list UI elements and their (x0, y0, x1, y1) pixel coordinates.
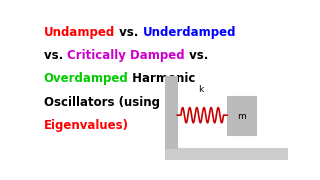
Bar (227, 96, 256, 135)
Text: Eigenvalues): Eigenvalues) (44, 119, 129, 132)
Text: vs.: vs. (185, 49, 208, 62)
Text: Harmonic: Harmonic (128, 72, 196, 85)
Text: Underdamped: Underdamped (142, 26, 236, 39)
Text: m: m (237, 112, 246, 121)
Text: k: k (198, 85, 203, 94)
Text: Oscillators (using: Oscillators (using (44, 96, 160, 109)
Text: vs.: vs. (115, 26, 142, 39)
Text: Undamped: Undamped (44, 26, 115, 39)
Bar (165, 76, 177, 148)
Text: Critically Damped: Critically Damped (67, 49, 185, 62)
Text: Overdamped: Overdamped (44, 72, 128, 85)
Bar (165, 148, 288, 162)
Text: vs.: vs. (44, 49, 67, 62)
